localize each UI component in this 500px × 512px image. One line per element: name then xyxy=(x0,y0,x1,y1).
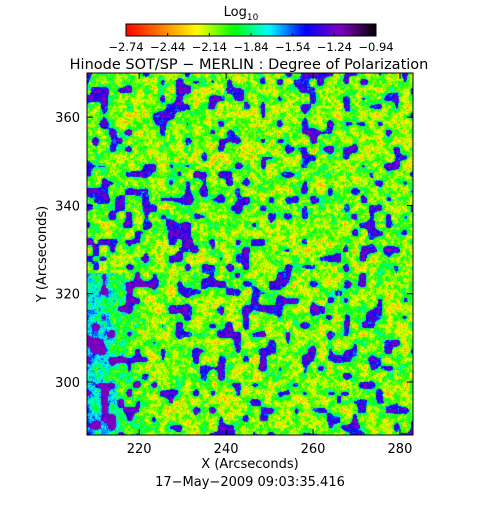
colorbar-tick-label: −2.44 xyxy=(150,40,185,54)
x-tick-label: 280 xyxy=(388,442,413,457)
colorbar-title: Log10 xyxy=(224,5,259,23)
y-tick-label: 320 xyxy=(55,288,80,303)
polarization-heatmap xyxy=(87,73,413,435)
heatmap-image xyxy=(87,73,413,435)
y-tick-label: 360 xyxy=(55,111,80,126)
colorbar-tick-label: −2.14 xyxy=(192,40,227,54)
y-tick-label: 300 xyxy=(55,376,80,391)
y-tick-label: 340 xyxy=(55,199,80,214)
x-axis-ticks: 220 240 260 280 xyxy=(127,73,413,457)
chart-title: Hinode SOT/SP − MERLIN : Degree of Polar… xyxy=(70,57,429,73)
colorbar xyxy=(125,23,377,37)
colorbar-tick-label: −0.94 xyxy=(358,40,393,54)
x-axis-label: X (Arcseconds) xyxy=(201,457,298,472)
colorbar-tick-label: −2.74 xyxy=(108,40,143,54)
plot-frame xyxy=(86,72,414,436)
colorbar-tick-label: −1.84 xyxy=(233,40,268,54)
x-tick-label: 260 xyxy=(301,442,326,457)
observation-timestamp: 17−May−2009 09:03:35.416 xyxy=(155,475,345,490)
x-tick-label: 220 xyxy=(127,442,152,457)
colorbar-tick-label: −1.54 xyxy=(275,40,310,54)
y-axis-label: Y (Arcseconds) xyxy=(35,206,50,303)
colorbar-tick-labels: −2.74 −2.44 −2.14 −1.84 −1.54 −1.24 −0.94 xyxy=(108,40,393,54)
colorbar-tick-label: −1.24 xyxy=(317,40,352,54)
x-tick-label: 240 xyxy=(214,442,239,457)
y-axis-ticks: 300 320 340 360 xyxy=(55,111,413,391)
